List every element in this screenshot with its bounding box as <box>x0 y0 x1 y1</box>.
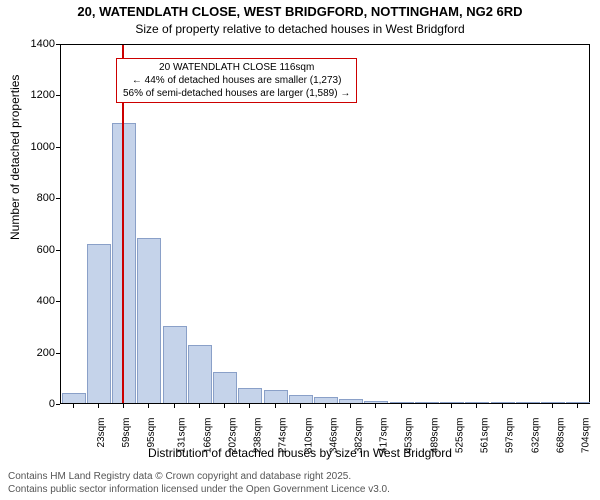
x-tick-mark <box>275 404 276 408</box>
x-tick-label: 346sqm <box>328 418 339 454</box>
x-tick-label: 23sqm <box>96 418 107 448</box>
x-tick-mark <box>300 404 301 408</box>
y-tick-label: 200 <box>37 347 55 359</box>
x-tick-label: 95sqm <box>146 418 157 448</box>
histogram-bar <box>264 390 288 403</box>
histogram-bar <box>566 402 590 403</box>
footer-line-2: Contains public sector information licen… <box>8 483 390 496</box>
x-tick-label: 704sqm <box>581 418 592 454</box>
y-tick-mark <box>56 44 60 45</box>
annotation-box: 20 WATENDLATH CLOSE 116sqm← 44% of detac… <box>116 58 357 103</box>
x-tick-label: 489sqm <box>429 418 440 454</box>
histogram-bar <box>390 402 414 403</box>
x-tick-label: 525sqm <box>455 418 466 454</box>
histogram-bar <box>213 372 237 403</box>
x-tick-mark <box>502 404 503 408</box>
annotation-line-1: 20 WATENDLATH CLOSE 116sqm <box>123 61 350 74</box>
x-tick-mark <box>451 404 452 408</box>
histogram-bar <box>516 402 540 403</box>
y-tick-mark <box>56 250 60 251</box>
x-tick-mark <box>174 404 175 408</box>
histogram-bar <box>112 123 136 403</box>
x-tick-mark <box>199 404 200 408</box>
x-tick-label: 382sqm <box>354 418 365 454</box>
x-tick-mark <box>325 404 326 408</box>
histogram-bar <box>491 402 515 403</box>
chart-title: 20, WATENDLATH CLOSE, WEST BRIDGFORD, NO… <box>0 4 600 19</box>
x-tick-label: 202sqm <box>227 418 238 454</box>
y-tick-label: 0 <box>49 398 55 410</box>
x-tick-mark <box>375 404 376 408</box>
x-tick-label: 238sqm <box>253 418 264 454</box>
x-tick-mark <box>98 404 99 408</box>
annotation-line-3: 56% of semi-detached houses are larger (… <box>123 87 350 100</box>
y-tick-mark <box>56 198 60 199</box>
chart-container: 20, WATENDLATH CLOSE, WEST BRIDGFORD, NO… <box>0 0 600 500</box>
chart-subtitle: Size of property relative to detached ho… <box>0 22 600 36</box>
histogram-bar <box>440 402 464 403</box>
histogram-bar <box>137 238 161 403</box>
histogram-bar <box>87 244 111 403</box>
x-tick-mark <box>249 404 250 408</box>
y-tick-label: 800 <box>37 192 55 204</box>
x-tick-mark <box>401 404 402 408</box>
x-tick-label: 417sqm <box>379 418 390 454</box>
x-tick-label: 597sqm <box>505 418 516 454</box>
x-tick-mark <box>148 404 149 408</box>
y-tick-mark <box>56 301 60 302</box>
y-tick-label: 400 <box>37 295 55 307</box>
histogram-bar <box>415 402 439 403</box>
y-tick-mark <box>56 353 60 354</box>
x-tick-label: 453sqm <box>404 418 415 454</box>
footer-attribution: Contains HM Land Registry data © Crown c… <box>8 470 390 496</box>
x-tick-mark <box>123 404 124 408</box>
y-tick-label: 600 <box>37 244 55 256</box>
y-axis-label: Number of detached properties <box>8 75 22 240</box>
x-tick-label: 166sqm <box>202 418 213 454</box>
x-tick-mark <box>552 404 553 408</box>
y-tick-mark <box>56 147 60 148</box>
histogram-bar <box>314 397 338 403</box>
histogram-bar <box>541 402 565 403</box>
x-tick-mark <box>527 404 528 408</box>
y-tick-mark <box>56 404 60 405</box>
y-tick-mark <box>56 95 60 96</box>
histogram-bar <box>62 393 86 403</box>
y-tick-label: 1200 <box>31 89 55 101</box>
x-tick-mark <box>224 404 225 408</box>
x-tick-label: 274sqm <box>278 418 289 454</box>
x-tick-label: 59sqm <box>121 418 132 448</box>
x-tick-mark <box>577 404 578 408</box>
histogram-bar <box>364 401 388 403</box>
footer-line-1: Contains HM Land Registry data © Crown c… <box>8 470 390 483</box>
histogram-bar <box>339 399 363 403</box>
x-tick-mark <box>426 404 427 408</box>
x-tick-mark <box>73 404 74 408</box>
x-tick-label: 561sqm <box>480 418 491 454</box>
histogram-bar <box>238 388 262 403</box>
histogram-bar <box>188 345 212 403</box>
histogram-bar <box>163 326 187 403</box>
y-tick-label: 1400 <box>31 38 55 50</box>
y-tick-label: 1000 <box>31 141 55 153</box>
x-tick-mark <box>350 404 351 408</box>
x-tick-label: 131sqm <box>177 418 188 454</box>
x-tick-label: 310sqm <box>303 418 314 454</box>
annotation-line-2: ← 44% of detached houses are smaller (1,… <box>123 74 350 87</box>
x-tick-label: 632sqm <box>530 418 541 454</box>
x-tick-label: 668sqm <box>555 418 566 454</box>
x-tick-mark <box>476 404 477 408</box>
histogram-bar <box>465 402 489 403</box>
histogram-bar <box>289 395 313 403</box>
